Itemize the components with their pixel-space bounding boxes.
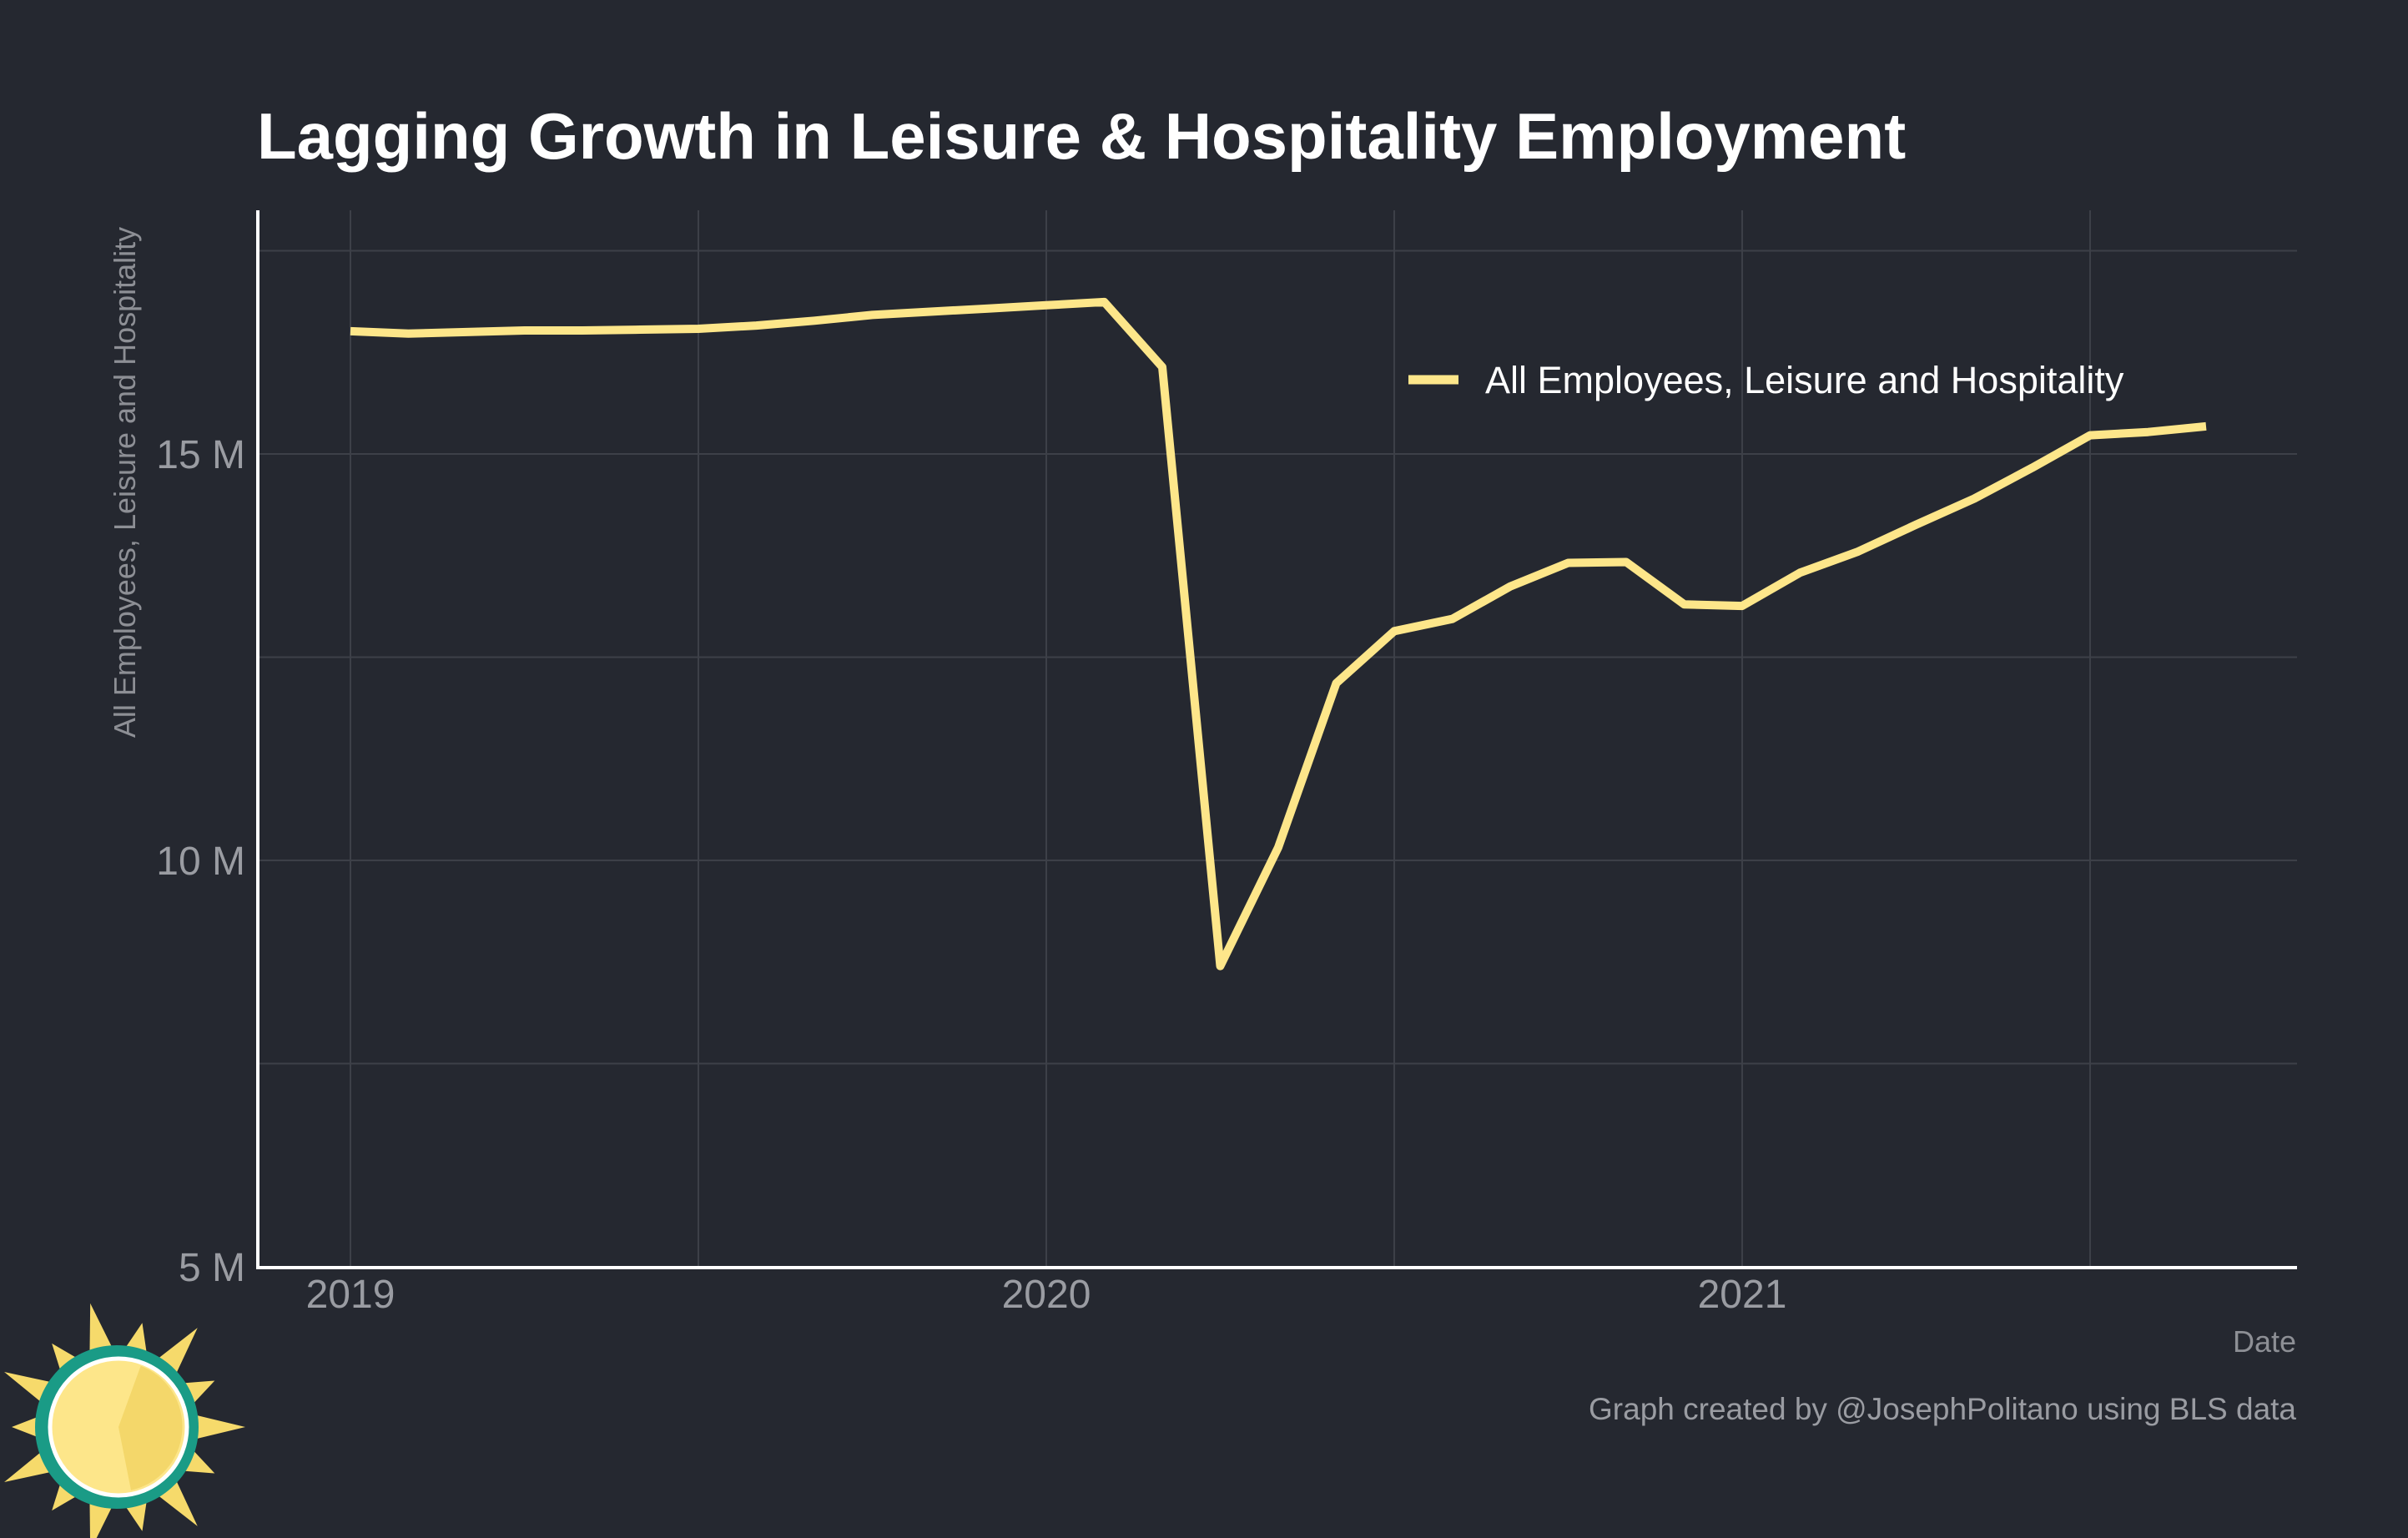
sun-ray [52,1476,83,1511]
series-lines [350,297,2207,971]
series-line [350,297,2207,971]
sun-logo [4,1303,245,1538]
source-caption: Graph created by @JosephPolitano using B… [1589,1392,2296,1426]
sun-ray [52,1343,83,1378]
sun-ray [89,1303,115,1358]
y-tick-label: 15 M [156,433,245,477]
legend: All Employees, Leisure and Hospitality [1408,359,2124,401]
x-tick-labels: 2019 2020 2021 [306,1273,1787,1317]
x-tick-label: 2019 [306,1273,395,1317]
logo-shade [118,1365,183,1490]
y-axis-title: All Employees, Leisure and Hospitality [108,227,142,738]
legend-label: All Employees, Leisure and Hospitality [1485,359,2124,401]
x-axis-title: Date [2233,1324,2296,1359]
grid-lines [258,210,2297,1268]
sun-rays-icon [4,1303,245,1538]
x-tick-label: 2020 [1002,1273,1091,1317]
x-tick-label: 2021 [1698,1273,1787,1317]
y-tick-label: 5 M [179,1246,245,1290]
chart-title: Lagging Growth in Leisure & Hospitality … [257,99,1906,173]
sun-ray [192,1414,245,1440]
y-tick-labels: 5 M 10 M 15 M [156,433,245,1290]
y-tick-label: 10 M [156,840,245,884]
